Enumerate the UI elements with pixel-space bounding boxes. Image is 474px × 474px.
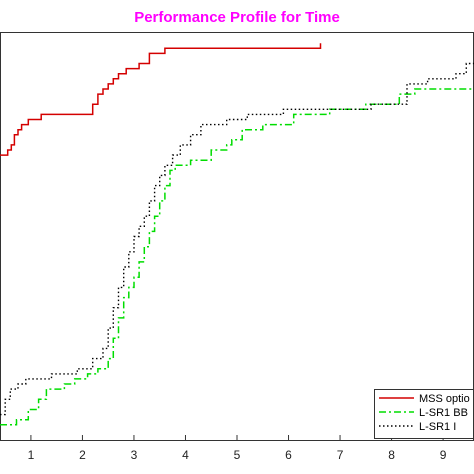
x-tick-label: 9	[440, 448, 447, 462]
x-tick-label: 1	[28, 448, 35, 462]
series-layer	[0, 43, 474, 426]
legend-label: L-SR1 I	[419, 421, 456, 433]
legend-label: L-SR1 BB	[419, 407, 468, 419]
x-tick-label: 5	[234, 448, 241, 462]
x-tick-label: 3	[131, 448, 138, 462]
plot-area-frame	[0, 32, 474, 441]
x-tick-label: 6	[285, 448, 292, 462]
series-line-3	[0, 62, 474, 416]
x-tick-label: 7	[337, 448, 344, 462]
chart-title: Performance Profile for Time	[134, 9, 340, 26]
x-tick-label: 2	[79, 448, 86, 462]
legend: MSS optio L-SR1 BB L-SR1 I	[374, 389, 474, 439]
legend-label: MSS optio	[419, 393, 470, 405]
series-line-2	[0, 88, 474, 426]
x-tick-label: 8	[388, 448, 395, 462]
x-tick-label: 4	[182, 448, 189, 462]
x-axis-ticks: 1 2 3 4 5 6 7 8 9	[28, 435, 447, 462]
series-line-1	[0, 43, 322, 156]
